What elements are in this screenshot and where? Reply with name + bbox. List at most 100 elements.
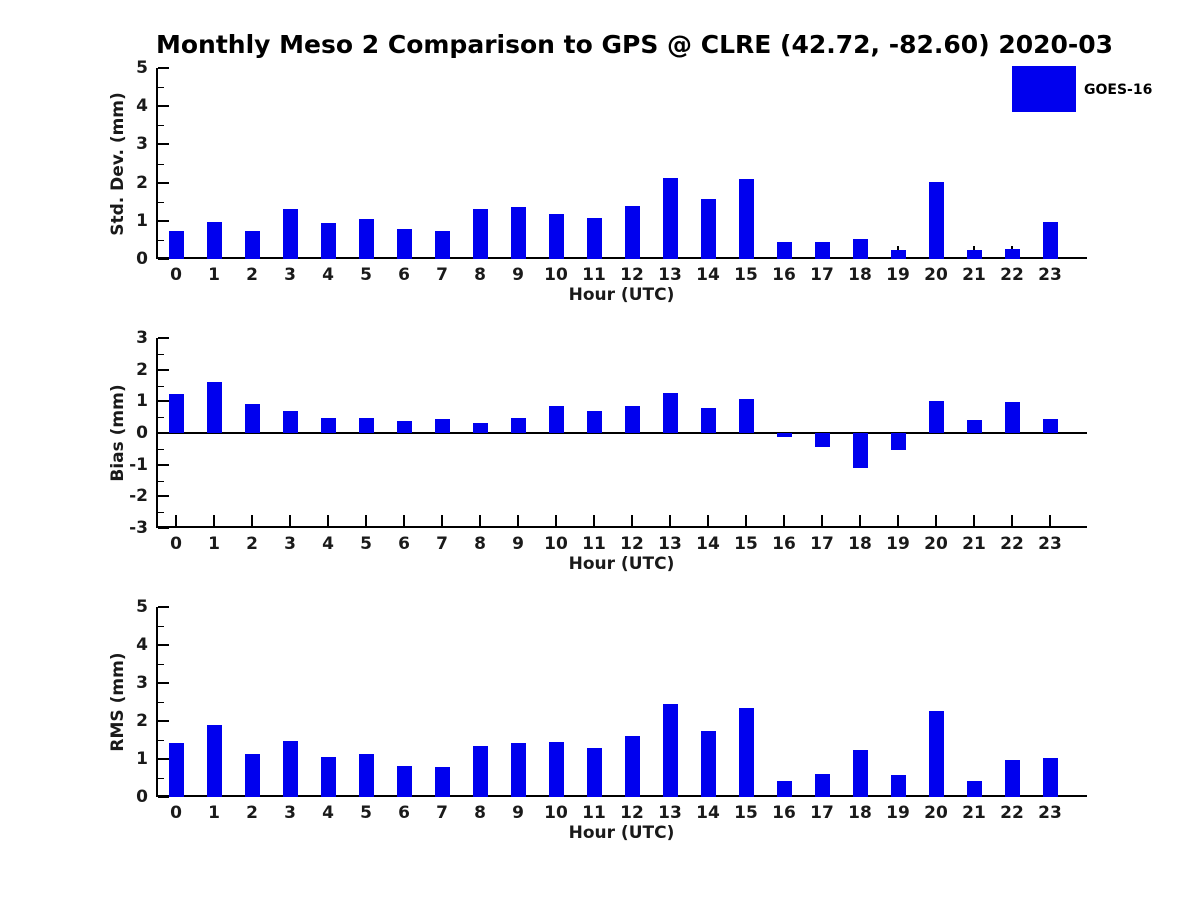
y-tick: [158, 682, 169, 684]
bar: [815, 433, 830, 447]
bar: [435, 767, 450, 797]
x-tick-label: 21: [962, 534, 986, 554]
bar: [739, 179, 754, 259]
y-tick: [158, 720, 169, 722]
bar: [929, 711, 944, 797]
bar: [511, 743, 526, 797]
y-tick-label: 2: [136, 173, 148, 193]
bar: [435, 419, 450, 433]
x-tick-label: 1: [208, 803, 220, 823]
x-tick: [175, 515, 177, 526]
y-minor-tick: [158, 240, 164, 241]
x-tick-label: 20: [924, 534, 948, 554]
chart-title: Monthly Meso 2 Comparison to GPS @ CLRE …: [156, 30, 1114, 59]
x-tick-label: 18: [848, 534, 872, 554]
bar: [663, 704, 678, 797]
y-tick: [158, 495, 169, 497]
y-tick: [158, 143, 169, 145]
subplot-bias: 3 2 1 0 -1 -2 -3 0 1 2 3 4 5 6 7 8 9 10 11 12 13 14 15 16 17 18 19…: [108, 328, 1087, 574]
x-tick-label: 20: [924, 265, 948, 285]
x-tick-label: 17: [810, 534, 834, 554]
x-tick-label: 12: [620, 803, 644, 823]
y-minor-tick: [158, 164, 164, 165]
x-tick-label: 6: [398, 803, 410, 823]
bar: [625, 206, 640, 259]
y-minor-tick: [158, 417, 164, 418]
y-tick-label: 4: [136, 96, 148, 116]
x-tick-label: 5: [360, 534, 372, 554]
bar: [245, 754, 260, 797]
x-tick: [327, 515, 329, 526]
x-tick: [631, 515, 633, 526]
x-tick-label: 22: [1000, 265, 1024, 285]
x-tick-label: 9: [512, 265, 524, 285]
x-tick-label: 16: [772, 803, 796, 823]
y-tick: [158, 105, 169, 107]
y-tick-label: -3: [129, 518, 148, 538]
x-tick-label: 8: [474, 534, 486, 554]
x-tick-label: 16: [772, 265, 796, 285]
y-tick-label: 5: [136, 597, 148, 617]
x-tick-label: 7: [436, 265, 448, 285]
x-tick: [897, 515, 899, 526]
bar: [283, 209, 298, 259]
x-tick-label: 13: [658, 803, 682, 823]
bar: [701, 408, 716, 433]
zero-line: [156, 432, 1087, 434]
bar: [473, 746, 488, 797]
bar: [1043, 419, 1058, 433]
x-tick-label: 17: [810, 803, 834, 823]
x-tick-label: 0: [170, 534, 182, 554]
x-axis-label: Hour (UTC): [568, 823, 675, 843]
bar: [891, 433, 906, 450]
x-tick-label: 12: [620, 534, 644, 554]
y-tick-label: 1: [136, 749, 148, 769]
y-tick-label: 1: [136, 391, 148, 411]
x-tick-label: 13: [658, 534, 682, 554]
x-tick: [669, 515, 671, 526]
bar: [169, 394, 184, 433]
x-tick: [517, 515, 519, 526]
y-minor-tick: [158, 125, 164, 126]
bar: [625, 406, 640, 433]
y-axis-label: Bias (mm): [108, 384, 128, 482]
x-tick-label: 10: [544, 265, 568, 285]
x-tick-label: 4: [322, 803, 334, 823]
bar: [435, 231, 450, 259]
x-tick-label: 15: [734, 803, 758, 823]
x-tick-label: 13: [658, 265, 682, 285]
x-tick: [555, 515, 557, 526]
x-tick-label: 19: [886, 534, 910, 554]
bar: [701, 731, 716, 797]
y-tick-label: 5: [136, 58, 148, 78]
bar: [587, 748, 602, 797]
x-tick-label: 2: [246, 803, 258, 823]
bar: [1043, 758, 1058, 797]
x-tick-label: 11: [582, 265, 606, 285]
y-minor-tick: [158, 87, 164, 88]
x-tick: [973, 515, 975, 526]
x-tick-label: 0: [170, 803, 182, 823]
y-tick: [158, 182, 169, 184]
left-spine: [156, 607, 158, 797]
y-tick: [158, 337, 169, 339]
y-tick-label: 2: [136, 711, 148, 731]
x-tick-label: 11: [582, 803, 606, 823]
bar: [283, 741, 298, 797]
x-tick-label: 2: [246, 265, 258, 285]
x-tick-label: 2: [246, 534, 258, 554]
bar: [663, 393, 678, 433]
x-tick-label: 11: [582, 534, 606, 554]
bar: [853, 239, 868, 259]
bar: [473, 423, 488, 433]
y-minor-tick: [158, 664, 164, 665]
y-minor-tick: [158, 386, 164, 387]
x-tick: [289, 515, 291, 526]
y-minor-tick: [158, 481, 164, 482]
bar: [207, 725, 222, 797]
y-minor-tick: [158, 626, 164, 627]
x-tick-label: 9: [512, 534, 524, 554]
y-tick: [158, 67, 169, 69]
bar: [739, 399, 754, 433]
x-tick: [1049, 515, 1051, 526]
